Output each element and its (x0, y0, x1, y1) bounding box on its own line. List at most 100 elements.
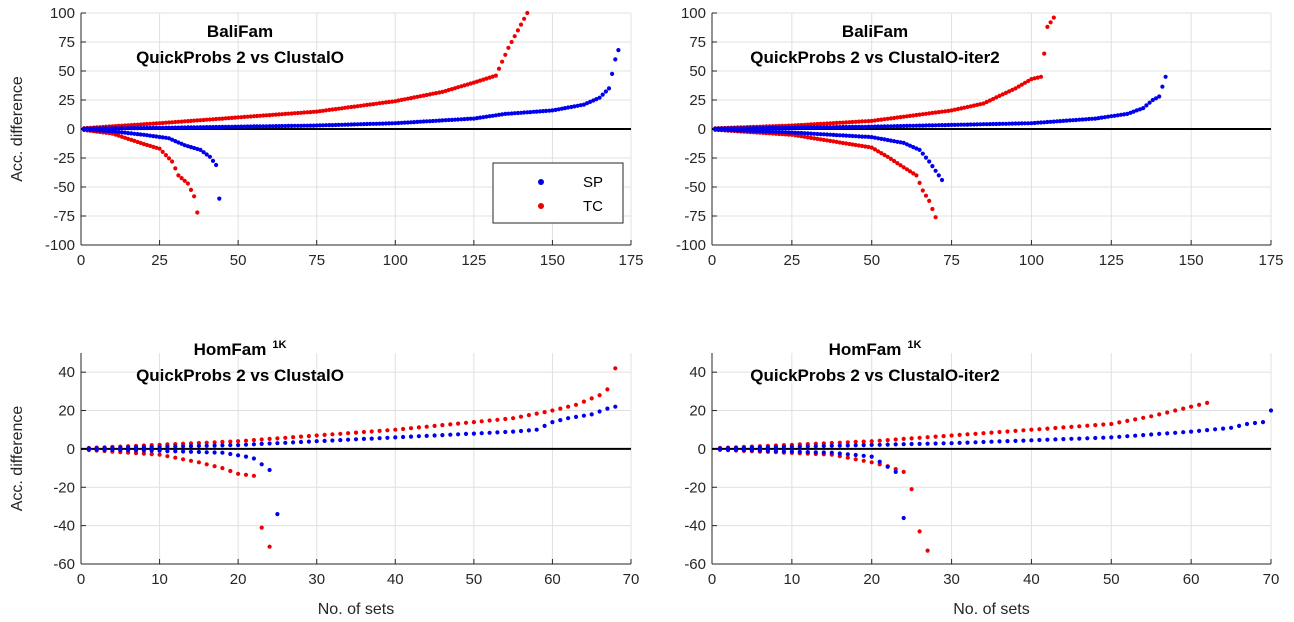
data-point-sp (192, 125, 197, 130)
data-point-sp (151, 125, 156, 130)
data-point-sp (110, 126, 115, 131)
data-point-sp (1102, 115, 1107, 120)
data-point-sp (212, 450, 217, 455)
data-point-tc (261, 113, 266, 118)
y-tick-label: -50 (53, 179, 75, 196)
data-point-sp (578, 103, 583, 108)
data-point-sp (173, 125, 178, 130)
data-point-sp (132, 126, 137, 131)
data-point-sp (861, 443, 866, 448)
data-point-tc (500, 59, 505, 64)
data-point-tc (558, 406, 563, 411)
legend-label-tc: TC (583, 198, 603, 215)
data-point-tc (1048, 20, 1053, 25)
data-point-sp (415, 119, 420, 124)
data-point-sp (1205, 428, 1210, 433)
data-point-tc (185, 119, 190, 124)
data-point-sp (229, 124, 234, 129)
data-point-sp (346, 437, 351, 442)
y-tick-label: -40 (53, 518, 75, 535)
data-point-tc (581, 399, 587, 404)
data-point-sp (440, 433, 445, 438)
data-point-sp (138, 132, 143, 137)
legend-marker-sp (538, 179, 544, 185)
data-point-sp (818, 132, 823, 137)
x-tick-label: 100 (383, 252, 408, 269)
data-point-tc (802, 134, 807, 139)
data-point-sp (537, 109, 543, 114)
data-point-tc (837, 120, 842, 125)
data-point-sp (876, 124, 881, 129)
data-point-sp (716, 127, 721, 132)
data-point-sp (805, 444, 810, 449)
data-point-sp (824, 125, 830, 130)
data-point-sp (911, 145, 916, 150)
data-point-sp (259, 462, 264, 467)
data-point-tc (1173, 408, 1178, 413)
data-point-tc (984, 99, 989, 105)
data-point-tc (456, 85, 461, 90)
data-point-sp (973, 440, 978, 445)
data-point-tc (914, 112, 919, 118)
data-point-sp (305, 123, 310, 128)
data-point-sp (751, 126, 756, 131)
data-point-tc (254, 113, 260, 119)
data-point-sp (777, 125, 782, 130)
data-point-sp (767, 125, 772, 130)
data-point-sp (355, 122, 360, 127)
data-point-tc (885, 438, 890, 443)
x-tick-label: 20 (230, 571, 247, 588)
data-point-sp (308, 123, 313, 128)
data-point-tc (1125, 418, 1130, 423)
data-point-sp (214, 162, 219, 168)
plot-panel-4: 0 10 20 30 40 50 60 70 -60 -40 -20 0 20 40 No. of sets… (684, 339, 1279, 618)
data-point-sp (1213, 427, 1218, 432)
data-point-sp (566, 416, 571, 421)
data-point-sp (856, 134, 862, 139)
data-point-tc (936, 110, 941, 115)
x-tick-label: 60 (1183, 571, 1200, 588)
data-point-tc (196, 440, 201, 446)
data-point-sp (393, 435, 398, 440)
data-point-sp (845, 443, 850, 448)
x-tick-label: 0 (708, 571, 716, 588)
data-point-tc (840, 120, 846, 125)
data-point-sp (751, 128, 756, 134)
data-point-sp (850, 133, 855, 139)
data-point-tc (1003, 90, 1009, 95)
data-point-tc (1045, 426, 1050, 431)
data-point-tc (408, 426, 414, 431)
data-point-tc (853, 119, 858, 124)
data-point-tc (226, 116, 231, 121)
data-point-tc (292, 111, 297, 116)
data-point-sp (133, 445, 139, 450)
data-point-sp (448, 432, 453, 437)
data-point-tc (1021, 428, 1026, 433)
data-point-tc (280, 112, 285, 117)
data-point-sp (291, 440, 296, 445)
data-point-sp (754, 129, 759, 134)
data-point-sp (258, 124, 263, 129)
data-point-tc (1189, 404, 1194, 409)
data-point-tc (927, 198, 932, 203)
data-point-sp (1109, 435, 1114, 440)
data-point-tc (258, 113, 263, 118)
data-point-sp (959, 122, 964, 127)
x-tick-label: 50 (863, 252, 880, 269)
data-point-tc (484, 76, 489, 81)
data-point-tc (930, 110, 935, 115)
x-tick-label: 30 (943, 571, 960, 588)
data-point-sp (196, 449, 201, 455)
data-point-sp (1005, 439, 1010, 444)
data-point-sp (474, 116, 480, 121)
data-point-tc (371, 102, 376, 107)
data-point-sp (165, 449, 170, 454)
plot-title-line-1: HomFam 1K (194, 339, 287, 359)
data-point-sp (192, 145, 197, 151)
data-point-tc (383, 100, 388, 105)
data-point-tc (267, 544, 272, 549)
plot-title-line-1: BaliFam (842, 22, 908, 41)
data-point-tc (605, 387, 610, 392)
data-point-sp (151, 134, 156, 139)
data-point-sp (802, 131, 807, 136)
